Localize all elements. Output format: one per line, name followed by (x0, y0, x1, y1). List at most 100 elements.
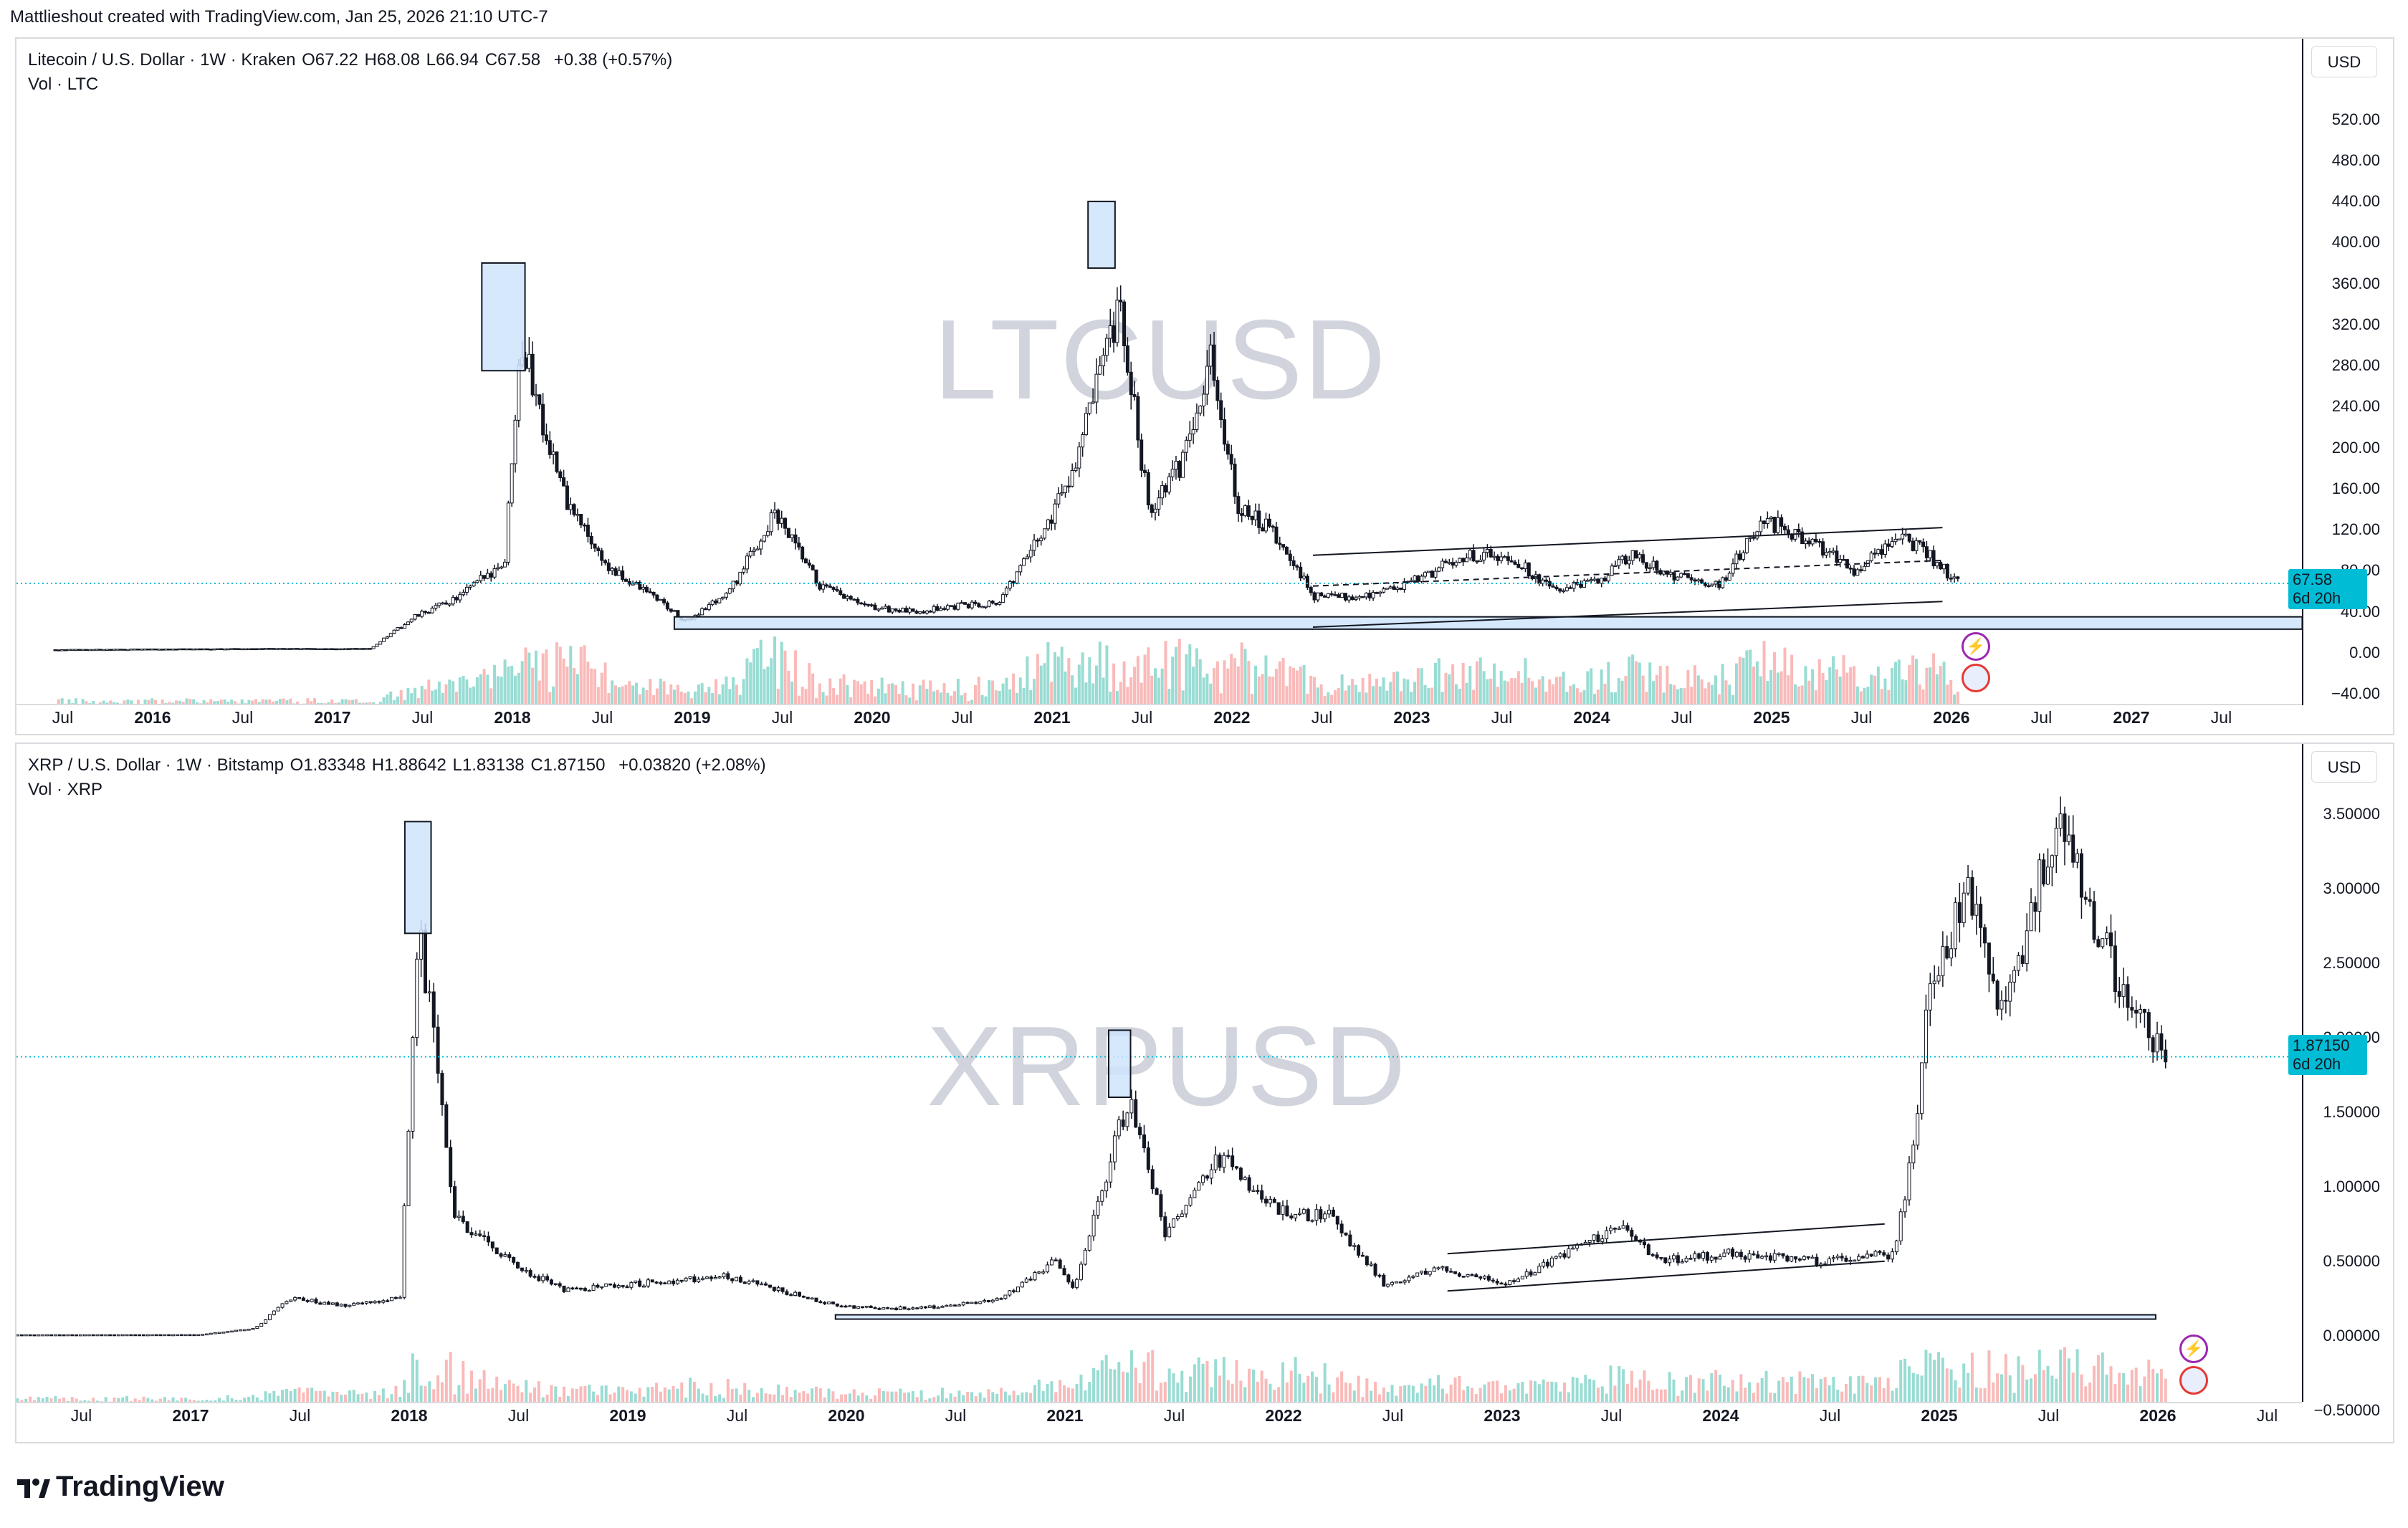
ltc-candle-body (801, 546, 805, 560)
ltc-volume-bar (887, 684, 891, 705)
xrp-candle-body (1033, 1271, 1037, 1281)
xrp-volume-bar (2004, 1354, 2007, 1402)
xrp-volume-bar (1248, 1368, 1251, 1402)
ltc-volume-bar (1873, 675, 1877, 705)
ltc-volume-bar (1215, 661, 1219, 705)
xrp-candle-body (1835, 1256, 1840, 1259)
xrp-chart-panel[interactable]: XRP / U.S. Dollar · 1W · Bitstamp O1.833… (15, 742, 2394, 1443)
xrp-volume-bar (1382, 1388, 1385, 1402)
xrp-candle-body (1916, 1113, 1920, 1146)
ltc-volume-bar (835, 694, 838, 705)
xrp-volume-bar (1676, 1395, 1680, 1402)
ltc-volume-bar (929, 680, 932, 705)
xrp-volume-bar (1735, 1391, 1739, 1402)
ltc-volume-bar (1596, 689, 1600, 705)
ltc-candle-body (316, 648, 320, 651)
xrp-candle-body (79, 1334, 83, 1337)
xrp-volume-bar (1688, 1375, 1692, 1402)
ltc-candle-body (278, 648, 282, 650)
us-flag-icon[interactable] (1962, 664, 1990, 692)
xrp-price-tick-label: 3.00000 (2323, 879, 2380, 897)
xrp-volume-bar (856, 1395, 860, 1402)
ltc-candle-body (1863, 565, 1867, 571)
xrp-candle-body (1676, 1255, 1680, 1264)
xrp-volume-bar (482, 1370, 486, 1402)
xrp-volume-bar (911, 1391, 914, 1402)
xrp-volume-bar (886, 1391, 889, 1402)
ltc-volume-bar (770, 658, 773, 705)
xrp-volume-bar (2159, 1369, 2163, 1402)
xrp-volume-bar (1113, 1369, 1117, 1402)
xrp-candle-body (423, 930, 427, 993)
xrp-candle-body (596, 1284, 600, 1288)
us-flag-icon[interactable] (2179, 1366, 2208, 1395)
lightning-icon[interactable]: ⚡ (2179, 1334, 2208, 1363)
xrp-candle-body (490, 1241, 494, 1248)
ltc-volume-bar (1243, 649, 1247, 705)
ltc-volume-bar (1925, 667, 1929, 705)
ltc-candle-body (1430, 570, 1434, 578)
xrp-candle-body (1768, 1255, 1772, 1261)
tradingview-logo[interactable]: TradingView (17, 1471, 224, 1503)
xrp-candle-body (528, 1270, 532, 1277)
ltc-candle-body (555, 452, 559, 472)
xrp-candle-body (402, 1205, 406, 1298)
xrp-volume-bar (646, 1387, 650, 1402)
xrp-volume-bar (373, 1390, 377, 1402)
ltc-candle-body (1281, 544, 1286, 548)
ltc-candle-body (724, 593, 728, 598)
xrp-candle-body (444, 1104, 449, 1148)
xrp-price-tick-label: 0.00000 (2323, 1326, 2380, 1345)
ltc-candle-body (396, 627, 400, 631)
ltc-volume-bar (452, 681, 455, 705)
xrp-candle-body (672, 1280, 676, 1284)
ltc-candle-body (1620, 555, 1625, 560)
lightning-icon[interactable]: ⚡ (1962, 632, 1990, 661)
ltc-price-chart[interactable] (16, 39, 2393, 734)
ltc-volume-bar (1486, 679, 1489, 705)
xrp-candle-body (835, 1303, 839, 1307)
ltc-candle-body (1288, 553, 1292, 561)
ltc-candle-body (74, 649, 78, 651)
ltc-candle-body (1821, 541, 1825, 556)
ltc-volume-bar (611, 680, 614, 705)
ltc-chart-panel[interactable]: Litecoin / U.S. Dollar · 1W · Kraken O67… (15, 37, 2394, 735)
ltc-candle-body (1817, 540, 1822, 543)
ltc-volume-bar (634, 682, 638, 705)
xrp-candle-body (726, 1273, 730, 1279)
ltc-volume-bar (1347, 685, 1351, 705)
ltc-volume-bar (185, 698, 188, 705)
ltc-candle-body (704, 608, 708, 611)
ltc-candle-body (714, 600, 718, 603)
xrp-volume-bar (655, 1383, 659, 1402)
ltc-volume-bar (126, 699, 130, 705)
xrp-time-tick-label: 2025 (1921, 1406, 1958, 1425)
xrp-candle-body (377, 1301, 381, 1303)
xrp-candle-body (1991, 973, 1995, 982)
ltc-candle-body (378, 641, 383, 645)
ltc-volume-bar (386, 694, 389, 705)
xrp-volume-bar (823, 1397, 826, 1402)
ltc-volume-bar (1734, 663, 1738, 705)
xrp-volume-bar (2037, 1350, 2041, 1402)
xrp-time-tick-label: Jul (289, 1406, 311, 1425)
xrp-volume-bar (877, 1388, 881, 1402)
xrp-volume-bar (869, 1398, 873, 1402)
ltc-volume-bar (1499, 671, 1503, 705)
xrp-candle-body (844, 1305, 848, 1308)
xrp-candle-body (1516, 1279, 1520, 1282)
ltc-candle-body (1509, 560, 1514, 563)
xrp-currency-button[interactable]: USD (2311, 751, 2377, 783)
ltc-volume-bar (687, 691, 690, 705)
xrp-time-tick-label: 2024 (1702, 1406, 1739, 1425)
ltc-candle-body (790, 534, 794, 538)
ltc-bar-countdown: 6d 20h (2293, 589, 2341, 607)
xrp-volume-bar (1370, 1390, 1373, 1402)
ltc-volume-bar (922, 679, 925, 705)
xrp-price-chart[interactable] (16, 744, 2393, 1442)
ltc-candle-body (1122, 301, 1127, 347)
ltc-currency-button[interactable]: USD (2311, 46, 2377, 77)
ltc-candle-body (1202, 393, 1206, 406)
xrp-volume-bar (1041, 1390, 1045, 1402)
ltc-volume-bar (1334, 690, 1337, 705)
